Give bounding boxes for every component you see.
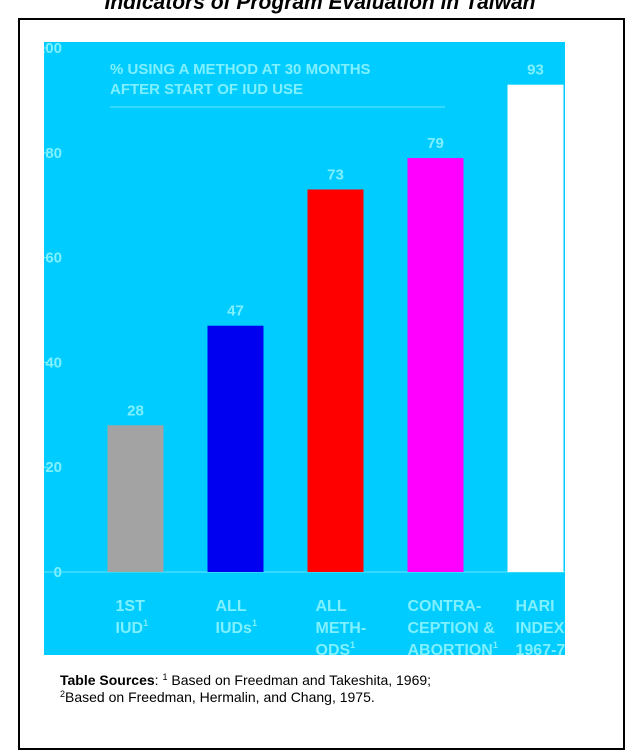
value-label: 93: [527, 62, 544, 79]
x-tick-label: IUD1: [116, 618, 149, 637]
category-note: 1: [350, 640, 355, 650]
source-note: 1: [162, 672, 168, 682]
bar: [307, 189, 364, 573]
bar: [507, 84, 564, 573]
source-note: 2: [60, 689, 66, 699]
x-tick-label: ODS1: [316, 640, 356, 659]
x-tick-label: 1967-70: [516, 642, 575, 659]
category-note: 1: [493, 640, 498, 650]
sources: Table Sources: 1 Based on Freedman and T…: [60, 672, 600, 706]
x-tick-label: METH-: [316, 620, 367, 637]
annotation: % USING A METHOD AT 30 MONTHS: [110, 61, 371, 78]
category-note: 1: [252, 618, 257, 628]
annotation: AFTER START OF IUD USE: [110, 81, 303, 98]
y-tick-label: 40: [45, 354, 62, 371]
sources-label: Table Sources: [60, 672, 155, 688]
x-tick-label: ALL: [316, 598, 347, 615]
x-tick-label: ABORTION1: [408, 640, 498, 659]
x-tick-label: 1ST: [116, 598, 146, 615]
source-text: Based on Freedman, Hermalin, and Chang, …: [65, 689, 375, 705]
category-note: 2: [564, 618, 569, 628]
bar: [107, 425, 164, 572]
page-title: Indicators of Program Evaluation in Taiw…: [105, 0, 536, 14]
bar: [407, 158, 464, 573]
x-tick-label: HARI: [516, 598, 555, 615]
value-label: 47: [227, 303, 244, 320]
value-label: 73: [327, 166, 344, 183]
x-tick-label: CEPTION &: [408, 620, 496, 637]
value-label: 28: [127, 402, 144, 419]
x-tick-label: ALL: [216, 598, 247, 615]
x-tick-label: INDEX2: [516, 618, 570, 637]
y-tick-label: 20: [45, 459, 62, 476]
x-tick-label: IUDs1: [216, 618, 257, 637]
value-label: 79: [427, 135, 444, 152]
y-tick-label: 100: [37, 40, 62, 57]
source-text: Based on Freedman and Takeshita, 1969;: [171, 672, 432, 688]
slide-frame: [18, 18, 625, 750]
y-tick-label: 80: [45, 145, 62, 162]
bar: [207, 325, 264, 572]
category-note: 1: [143, 618, 148, 628]
sources-separator: :: [154, 672, 159, 688]
x-tick-label: CONTRA-: [408, 598, 482, 615]
y-tick-label: 60: [45, 250, 62, 267]
